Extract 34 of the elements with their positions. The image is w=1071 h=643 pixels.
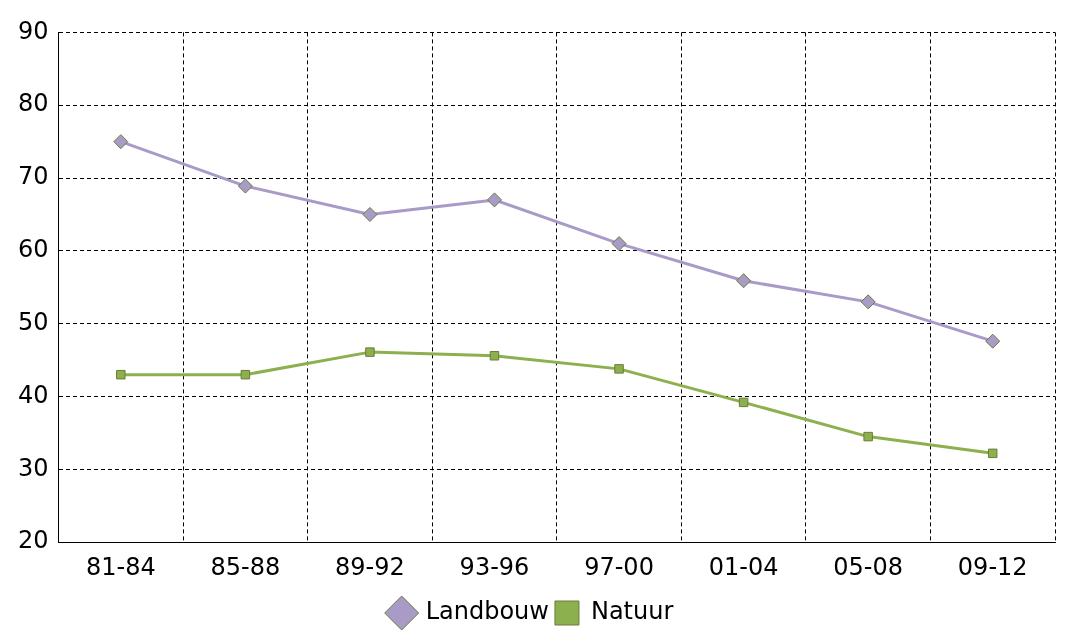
- x-tick-label: 93-96: [459, 552, 530, 581]
- x-tick-label: 89-92: [335, 552, 405, 581]
- point: [489, 351, 500, 361]
- y-tick-label: 50: [17, 307, 49, 336]
- legend-label: Landbouw: [425, 597, 549, 626]
- legend-label: Natuur: [590, 597, 674, 626]
- point: [987, 448, 998, 459]
- point: [738, 397, 749, 408]
- point: [985, 333, 1001, 349]
- point: [863, 431, 873, 442]
- point: [365, 347, 375, 357]
- y-tick-label: 20: [17, 526, 49, 555]
- point: [860, 294, 876, 310]
- point: [113, 134, 129, 150]
- x-tick-label: 01-04: [708, 552, 779, 581]
- y-tick-label: 40: [17, 380, 49, 409]
- y-tick-label: 60: [17, 235, 49, 264]
- point: [614, 364, 624, 374]
- point: [240, 369, 251, 380]
- x-tick-label: 05-08: [833, 552, 904, 581]
- point: [237, 178, 253, 194]
- x-tick-label: 97-00: [584, 552, 654, 581]
- y-tick-label: 80: [17, 89, 49, 118]
- point: [362, 206, 378, 222]
- point: [736, 273, 752, 289]
- x-tick-label: 81-84: [85, 552, 156, 581]
- y-tick-label: 30: [17, 453, 49, 482]
- x-tick-label: 09-12: [957, 552, 1028, 581]
- y-tick-label: 90: [17, 16, 49, 45]
- point: [486, 192, 502, 208]
- y-tick-label: 70: [17, 162, 49, 191]
- point: [611, 236, 627, 252]
- x-tick-label: 85-88: [210, 552, 281, 581]
- point: [116, 369, 126, 380]
